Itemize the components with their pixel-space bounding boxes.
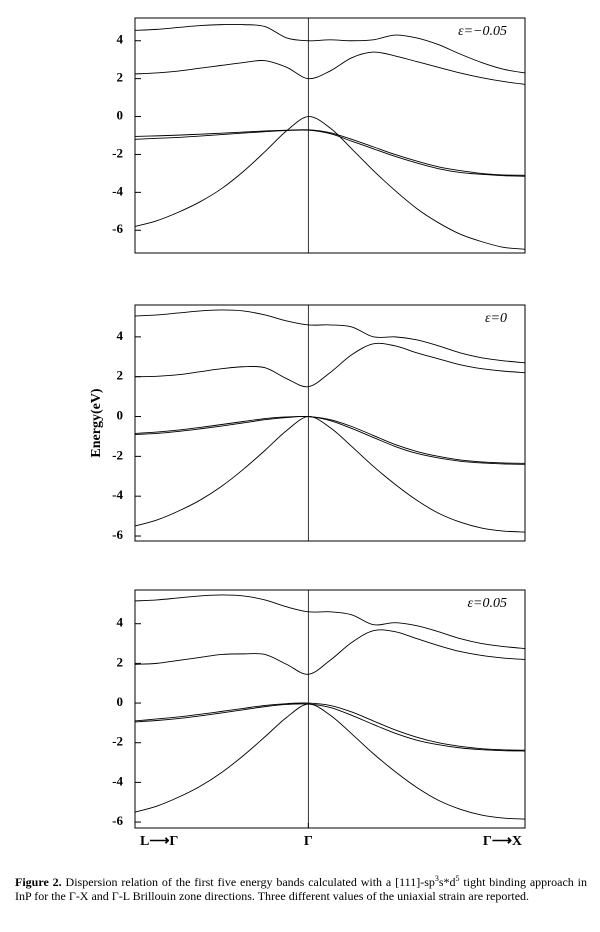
caption-text: Dispersion relation of the first five en… — [61, 875, 435, 889]
band-line — [134, 415, 526, 464]
caption-sup: 5 — [455, 874, 460, 883]
band-line — [134, 129, 526, 176]
y-tick-label: 4 — [117, 328, 124, 343]
y-tick-label: 4 — [117, 615, 124, 630]
band-line — [134, 703, 526, 752]
band-line — [134, 416, 526, 533]
band-line — [134, 702, 526, 751]
y-tick-label: -6 — [112, 813, 123, 828]
band-line — [134, 51, 526, 85]
y-tick-label: 4 — [117, 32, 124, 47]
strain-label: ε=−0.05 — [458, 24, 507, 39]
y-tick-label: -6 — [112, 527, 123, 542]
plot-frame — [134, 304, 526, 542]
strain-label: ε=0.05 — [468, 596, 507, 611]
caption-text: tight binding approach in InP for the Γ-… — [15, 875, 588, 903]
plot-frame — [134, 17, 526, 254]
x-tick-label: Γ — [304, 834, 313, 849]
y-tick-label: 0 — [117, 694, 124, 709]
caption-text: s*d — [438, 875, 456, 889]
x-tick-label: Γ⟶X — [483, 834, 522, 849]
band-line — [134, 309, 526, 364]
y-tick-label: 2 — [117, 70, 124, 85]
caption: Figure 2. Dispersion relation of the fir… — [15, 872, 587, 903]
y-tick-label: -4 — [112, 183, 123, 198]
band-line — [134, 703, 526, 820]
band-line — [134, 342, 526, 388]
figure: -6 -4 -2 0 2 4 ε=−0.05 -6 -4 -2 0 2 4 ε=0 Energy(eV) -6… — [89, 17, 526, 849]
x-tick-label: L⟶Γ — [140, 834, 178, 849]
strain-label: ε=0 — [485, 311, 507, 326]
y-axis-label: Energy(eV) — [89, 388, 104, 458]
plot-frame — [134, 589, 526, 829]
band-line — [134, 116, 526, 250]
y-tick-label: -4 — [112, 487, 123, 502]
y-tick-label: 0 — [117, 108, 124, 123]
band-line — [134, 415, 526, 465]
caption-label: Figure 2. — [15, 875, 62, 889]
y-tick-label: -4 — [112, 773, 123, 788]
y-tick-label: 2 — [117, 654, 124, 669]
y-tick-label: -2 — [112, 734, 123, 749]
y-tick-label: 0 — [117, 408, 124, 423]
band-line — [134, 629, 526, 675]
y-tick-label: -6 — [112, 221, 123, 236]
band-line — [134, 594, 526, 649]
y-tick-label: -2 — [112, 447, 123, 462]
y-tick-label: -2 — [112, 145, 123, 160]
y-tick-label: 2 — [117, 368, 124, 383]
band-line — [134, 24, 526, 74]
band-line — [134, 129, 526, 177]
caption-sup: 3 — [434, 874, 439, 883]
